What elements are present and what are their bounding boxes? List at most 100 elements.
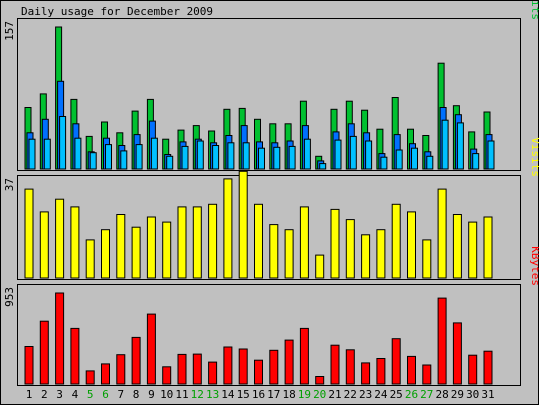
bar-visits: [116, 214, 126, 279]
day-label: 20: [313, 388, 326, 401]
bar-visits: [254, 203, 263, 279]
bar-visits: [85, 239, 95, 279]
bar-kbytes: [407, 355, 416, 385]
bar-visits: [55, 198, 65, 279]
bar-pages: [105, 144, 112, 170]
bar-pages: [334, 139, 342, 170]
bar-kbytes: [452, 322, 462, 385]
day-label: 26: [405, 388, 418, 401]
day-label: 27: [420, 388, 433, 401]
day-label: 19: [298, 388, 311, 401]
chart-panels: 157 Pages/Files/Hits 37 Visits 953 KBytes: [3, 0, 539, 386]
bar-visits: [437, 188, 447, 279]
bar-visits: [299, 206, 309, 279]
bar-pages: [487, 140, 495, 170]
bar-pages: [288, 145, 296, 170]
bar-pages: [258, 147, 265, 170]
bar-kbytes: [299, 327, 309, 385]
axis-label-part: Hits: [529, 0, 539, 20]
day-label: 24: [374, 388, 388, 401]
bar-pages: [196, 140, 204, 170]
bar-kbytes: [223, 346, 233, 385]
day-label: 2: [41, 388, 48, 401]
bar-pages: [456, 122, 464, 170]
bar-kbytes: [85, 370, 95, 385]
bar-pages: [411, 147, 418, 170]
bar-pages: [319, 163, 327, 170]
bar-kbytes: [162, 366, 172, 385]
bar-pages: [365, 140, 373, 170]
day-label: 16: [252, 388, 265, 401]
day-label: 25: [390, 388, 403, 401]
bar-visits: [330, 208, 340, 279]
bar-pages: [89, 152, 97, 170]
bar-pages: [441, 119, 449, 170]
bar-pages: [380, 156, 388, 170]
day-label: 22: [344, 388, 357, 401]
bar-visits: [39, 211, 49, 279]
day-label: 3: [56, 388, 63, 401]
bar-visits: [192, 206, 202, 279]
bar-visits: [376, 229, 386, 279]
panel-visits: 37 Visits: [3, 137, 539, 280]
bar-pages: [242, 142, 250, 170]
day-label: 13: [206, 388, 219, 401]
bar-pages: [395, 149, 403, 170]
bar-kbytes: [24, 346, 34, 385]
bar-visits: [468, 221, 478, 279]
bar-visits: [315, 254, 325, 279]
bar-pages: [59, 116, 67, 170]
day-label: 5: [87, 388, 94, 401]
bar-visits: [177, 206, 187, 279]
bar-kbytes: [70, 327, 80, 385]
bar-visits: [407, 211, 416, 279]
bar-visits: [483, 216, 493, 279]
day-label: 17: [267, 388, 280, 401]
day-label: 7: [117, 388, 124, 401]
bar-pages: [212, 145, 220, 170]
axis-label-part: KBytes: [529, 246, 539, 286]
bar-kbytes: [101, 363, 110, 385]
bar-pages: [150, 137, 158, 170]
bar-kbytes: [376, 358, 386, 385]
day-label: 15: [237, 388, 250, 401]
bar-kbytes: [116, 354, 126, 385]
bar-pages: [472, 153, 480, 170]
bar-kbytes: [208, 361, 218, 385]
day-label: 30: [466, 388, 479, 401]
bar-pages: [135, 144, 143, 170]
day-label: 8: [133, 388, 140, 401]
bar-kbytes: [39, 320, 49, 385]
day-label: 4: [72, 388, 79, 401]
bar-pages: [166, 155, 174, 170]
axis-label-part: Visits: [529, 137, 539, 177]
panel-axis-label: Pages/Files/Hits: [529, 0, 539, 20]
bar-visits: [131, 226, 141, 279]
bar-kbytes: [345, 349, 355, 385]
bar-pages: [181, 145, 189, 170]
bar-pages: [74, 137, 82, 170]
bar-kbytes: [330, 344, 340, 385]
bar-visits: [269, 224, 279, 279]
day-label: 6: [102, 388, 109, 401]
bar-visits: [238, 170, 248, 279]
bar-visits: [452, 214, 462, 279]
day-label: 12: [191, 388, 204, 401]
bar-kbytes: [146, 313, 156, 385]
panel-axis-label: KBytes: [529, 246, 539, 286]
day-label: 9: [148, 388, 155, 401]
panel-max-label: 953: [3, 287, 16, 307]
bar-pages: [28, 138, 36, 170]
bar-kbytes: [361, 362, 371, 385]
bar-visits: [146, 216, 156, 279]
panel-max-label: 157: [3, 21, 16, 41]
day-label: 31: [481, 388, 494, 401]
day-label: 11: [175, 388, 188, 401]
day-label: 14: [221, 388, 235, 401]
bar-visits: [208, 203, 218, 279]
bar-pages: [43, 138, 51, 170]
bar-kbytes: [131, 336, 141, 385]
bar-visits: [101, 229, 110, 279]
bar-pages: [273, 146, 281, 170]
